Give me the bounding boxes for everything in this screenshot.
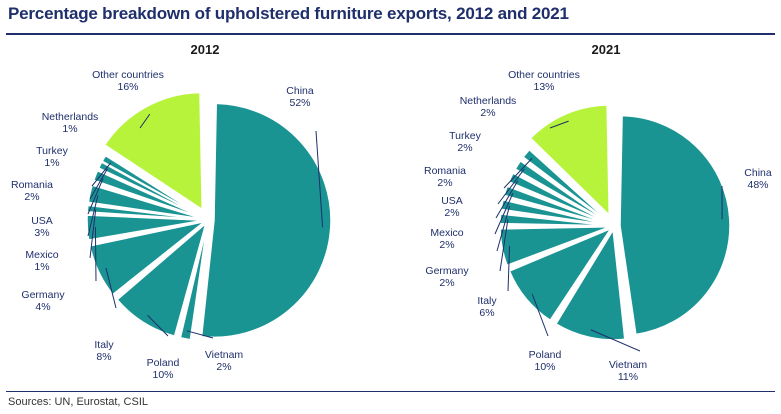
slice-value-2012-other-countries: 16%	[117, 81, 138, 93]
slice-value-2012-usa: 3%	[34, 227, 49, 239]
slice-value-2021-italy: 6%	[479, 307, 494, 319]
slice-value-2021-vietnam: 11%	[618, 371, 638, 383]
panel-title-2012: 2012	[191, 42, 220, 57]
slice-label-2021-mexico: Mexico	[430, 227, 463, 239]
slice-label-2012-vietnam: Vietnam	[205, 349, 244, 361]
slice-label-2021-netherlands: Netherlands	[460, 95, 517, 107]
slice-label-2021-romania: Romania	[424, 165, 466, 177]
slice-value-2021-china: 48%	[747, 179, 768, 191]
slice-label-2012-netherlands: Netherlands	[42, 111, 99, 123]
slice-value-2021-germany: 2%	[439, 277, 454, 289]
slice-label-2012-italy: Italy	[94, 339, 114, 351]
slice-value-2021-usa: 2%	[444, 207, 459, 219]
slice-value-2012-poland: 10%	[152, 369, 173, 381]
slice-label-2021-vietnam: Vietnam	[609, 359, 648, 371]
slice-value-2012-turkey: 1%	[44, 157, 59, 169]
source-note: Sources: UN, Eurostat, CSIL	[8, 396, 148, 408]
slice-value-2012-china: 52%	[289, 97, 310, 109]
pie-panel-2012: 2012 China52%Vietnam2%Poland10%Italy8%Ge…	[11, 42, 331, 381]
slice-value-2021-mexico: 2%	[439, 239, 454, 251]
slice-label-2021-italy: Italy	[477, 295, 497, 307]
slice-value-2012-italy: 8%	[96, 351, 111, 363]
slice-value-2012-vietnam: 2%	[216, 361, 231, 373]
slice-label-2021-poland: Poland	[529, 349, 562, 361]
slice-label-2021-turkey: Turkey	[449, 130, 481, 142]
slice-label-2021-china: China	[744, 167, 772, 179]
slice-label-2012-romania: Romania	[11, 179, 53, 191]
slice-label-2012-poland: Poland	[147, 357, 180, 369]
slice-value-2012-germany: 4%	[35, 301, 50, 313]
slice-2021-china	[620, 116, 730, 335]
slice-value-2021-poland: 10%	[534, 361, 555, 373]
slice-label-2012-turkey: Turkey	[36, 145, 68, 157]
slice-value-2021-romania: 2%	[437, 177, 452, 189]
slice-value-2012-mexico: 1%	[34, 261, 49, 273]
leader-line-2012-germany	[95, 227, 96, 281]
slice-value-2021-other-countries: 13%	[533, 81, 554, 93]
source-rule	[6, 391, 775, 392]
slice-label-2021-usa: USA	[441, 195, 463, 207]
slice-label-2021-other-countries: Other countries	[508, 69, 580, 81]
pie-charts: 2012 China52%Vietnam2%Poland10%Italy8%Ge…	[0, 36, 781, 390]
slice-2012-china	[202, 103, 331, 337]
slice-label-2012-usa: USA	[31, 215, 53, 227]
slice-value-2021-turkey: 2%	[457, 142, 472, 154]
slice-value-2012-romania: 2%	[24, 191, 39, 203]
title-rule	[6, 33, 775, 35]
slice-label-2021-germany: Germany	[425, 265, 469, 277]
pie-2012: China52%Vietnam2%Poland10%Italy8%Germany…	[11, 69, 331, 381]
panel-title-2021: 2021	[592, 42, 621, 57]
slice-label-2012-mexico: Mexico	[25, 249, 58, 261]
slice-label-2012-china: China	[286, 85, 314, 97]
chart-title: Percentage breakdown of upholstered furn…	[8, 4, 569, 24]
slice-value-2021-netherlands: 2%	[480, 107, 495, 119]
slice-label-2012-germany: Germany	[21, 289, 65, 301]
slice-value-2012-netherlands: 1%	[62, 123, 77, 135]
slice-label-2012-other-countries: Other countries	[92, 69, 164, 81]
